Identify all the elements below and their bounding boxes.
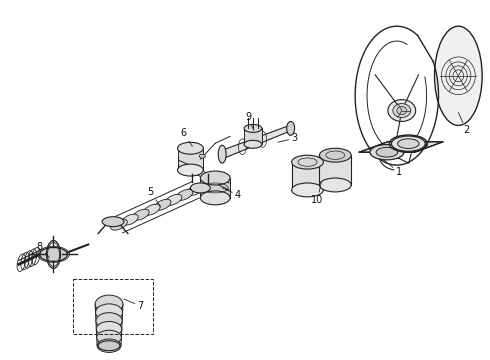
Ellipse shape [132, 209, 149, 220]
Ellipse shape [199, 154, 205, 158]
Ellipse shape [218, 145, 226, 163]
Ellipse shape [370, 145, 404, 160]
Ellipse shape [154, 199, 171, 210]
Text: 2: 2 [458, 113, 469, 135]
Ellipse shape [176, 189, 193, 201]
Polygon shape [292, 162, 323, 190]
Ellipse shape [98, 341, 120, 351]
Ellipse shape [97, 321, 122, 337]
Ellipse shape [187, 184, 204, 195]
Text: 10: 10 [311, 182, 323, 205]
Ellipse shape [96, 313, 122, 329]
Ellipse shape [177, 142, 203, 154]
Text: 3: 3 [278, 133, 298, 143]
Polygon shape [222, 125, 292, 158]
Text: 8: 8 [37, 243, 49, 257]
Bar [74, 279, 153, 334]
Ellipse shape [40, 247, 68, 261]
Text: 1: 1 [384, 160, 402, 177]
Ellipse shape [244, 140, 262, 148]
Polygon shape [359, 142, 443, 152]
Text: 4: 4 [222, 188, 241, 200]
Polygon shape [177, 148, 203, 170]
Text: 9: 9 [245, 112, 254, 130]
Ellipse shape [287, 121, 294, 135]
Ellipse shape [200, 191, 230, 205]
Text: 5: 5 [147, 187, 161, 207]
Ellipse shape [397, 107, 407, 114]
Polygon shape [244, 129, 262, 144]
Ellipse shape [292, 183, 323, 197]
Ellipse shape [191, 183, 210, 193]
Ellipse shape [376, 147, 398, 157]
Ellipse shape [397, 139, 419, 149]
Text: 6: 6 [180, 129, 193, 146]
Ellipse shape [388, 100, 416, 121]
Ellipse shape [97, 339, 121, 352]
Ellipse shape [177, 164, 203, 176]
Polygon shape [200, 178, 230, 198]
Ellipse shape [392, 136, 425, 151]
Ellipse shape [95, 295, 123, 313]
Ellipse shape [122, 214, 138, 225]
Ellipse shape [97, 330, 122, 345]
Ellipse shape [96, 304, 122, 321]
Text: 7: 7 [124, 299, 144, 311]
Polygon shape [319, 155, 351, 185]
Ellipse shape [393, 104, 411, 117]
Ellipse shape [435, 26, 482, 125]
Ellipse shape [319, 178, 351, 192]
Ellipse shape [200, 171, 230, 185]
Ellipse shape [319, 148, 351, 162]
Ellipse shape [165, 194, 182, 205]
Ellipse shape [244, 125, 262, 132]
Ellipse shape [111, 219, 127, 230]
Ellipse shape [144, 204, 160, 215]
Ellipse shape [292, 155, 323, 169]
Ellipse shape [102, 217, 124, 227]
